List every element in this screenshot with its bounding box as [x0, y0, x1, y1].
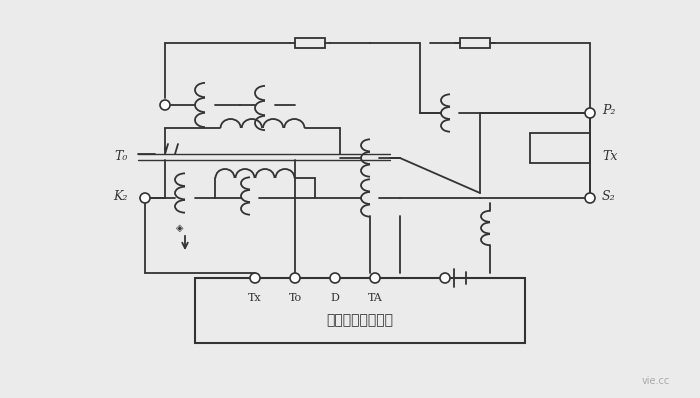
Text: ◈: ◈ — [176, 223, 183, 233]
Circle shape — [370, 273, 380, 283]
Text: K₂: K₂ — [113, 189, 128, 203]
Circle shape — [440, 273, 450, 283]
Circle shape — [140, 193, 150, 203]
Text: TA: TA — [368, 293, 382, 303]
Text: P₂: P₂ — [602, 105, 615, 117]
Circle shape — [250, 273, 260, 283]
Text: S₂: S₂ — [602, 189, 615, 203]
Bar — [195, 278, 525, 343]
Text: D: D — [330, 293, 340, 303]
Circle shape — [160, 100, 170, 110]
Text: T₀: T₀ — [115, 150, 128, 162]
Text: Tx: Tx — [602, 150, 617, 162]
Text: vie.cc: vie.cc — [642, 376, 670, 386]
Bar — [295, 38, 325, 48]
Text: Tx: Tx — [248, 293, 262, 303]
Bar — [460, 38, 490, 48]
Text: 电子互感器校验仪: 电子互感器校验仪 — [326, 313, 393, 327]
Circle shape — [585, 108, 595, 118]
Circle shape — [585, 193, 595, 203]
Text: To: To — [288, 293, 302, 303]
Circle shape — [290, 273, 300, 283]
Circle shape — [330, 273, 340, 283]
